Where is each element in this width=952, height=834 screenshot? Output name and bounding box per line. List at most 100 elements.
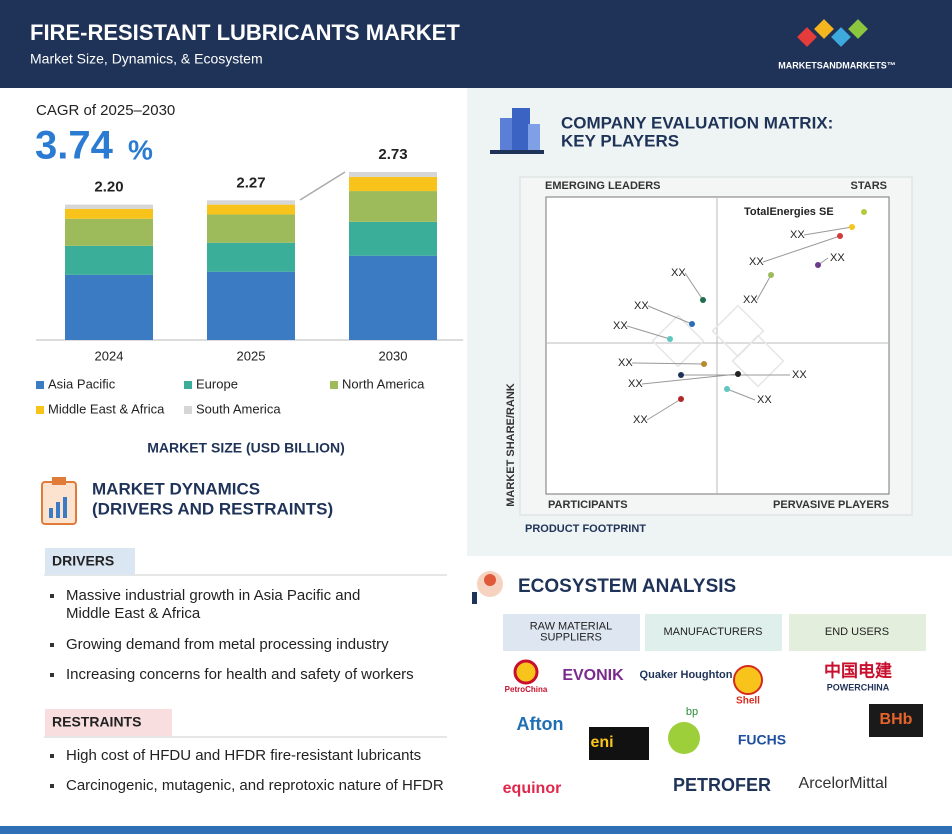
quadrant-label: EMERGING LEADERS	[545, 180, 661, 192]
leader-line	[631, 362, 705, 365]
ecosystem-logo: bp	[686, 706, 698, 718]
growth-arrow	[299, 171, 346, 201]
ecosystem-icon	[472, 571, 503, 604]
logo-mark	[869, 704, 923, 737]
ecosystem-logo: BHb	[880, 711, 913, 728]
ecosystem-logo: Quaker Houghton	[640, 669, 733, 681]
player-label: XX	[743, 294, 758, 306]
bar-segment	[207, 204, 295, 215]
x-axis-title: MARKET SIZE (USD BILLION)	[147, 440, 345, 456]
legend-swatch	[184, 381, 192, 389]
player-dot	[678, 396, 684, 402]
player-dot	[700, 297, 706, 303]
legend-swatch	[330, 381, 338, 389]
player-label: XX	[830, 252, 845, 264]
leader-line	[641, 373, 739, 385]
bar-segment	[65, 274, 153, 340]
ecosystem-logo: PetroChina	[505, 685, 548, 694]
player-label: XX	[792, 369, 807, 381]
list-item: High cost of HFDU and HFDR fire-resistan…	[66, 747, 421, 764]
header-bar	[0, 0, 952, 88]
x-axis-title: PRODUCT FOOTPRINT	[525, 523, 646, 535]
tag-label: DRIVERS	[52, 553, 114, 569]
subtitle: Market Size, Dynamics, & Ecosystem	[30, 51, 263, 67]
bar-segment	[349, 176, 437, 192]
ecosystem-logo: eni	[590, 734, 613, 751]
player-dot	[678, 372, 684, 378]
ecosystem-logo: EVONIK	[562, 667, 624, 684]
logo-mark	[513, 659, 539, 685]
bar-segment	[65, 208, 153, 219]
total-label: 2.27	[236, 174, 265, 191]
player-label: XX	[633, 414, 648, 426]
bar-segment	[207, 200, 295, 205]
bar-segment	[207, 242, 295, 272]
column-label: END USERS	[825, 626, 889, 638]
brand: MARKETSANDMARKETS™	[778, 60, 896, 70]
logo-mark	[733, 665, 763, 695]
player-dot	[849, 224, 855, 230]
ecosystem-logo: Afton	[517, 714, 564, 734]
matrix-watermark	[651, 304, 785, 388]
player-label: XX	[671, 267, 686, 279]
section-title: COMPANY EVALUATION MATRIX:	[561, 113, 833, 132]
player-dot	[701, 361, 707, 367]
footer-bar	[0, 826, 952, 834]
legend-label: South America	[196, 401, 281, 416]
bullet	[50, 784, 54, 788]
player-label: XX	[634, 300, 649, 312]
player-dot	[768, 272, 774, 278]
bullet	[50, 594, 54, 598]
cagr-label: CAGR of 2025–2030	[36, 102, 175, 119]
legend-label: Asia Pacific	[48, 376, 116, 391]
player-dot	[689, 321, 695, 327]
leader-line	[647, 305, 693, 325]
player-dot	[861, 209, 867, 215]
legend-swatch	[36, 406, 44, 414]
legend-label: North America	[342, 376, 425, 391]
ecosystem-logo: 中国电建	[824, 660, 892, 680]
player-label: XX	[790, 229, 805, 241]
ecosystem-logo: POWERCHINA	[827, 682, 890, 692]
leader-line	[626, 325, 671, 340]
bullet	[50, 673, 54, 677]
player-dot	[724, 386, 730, 392]
matrix-icon	[490, 108, 544, 154]
player-dot	[815, 262, 821, 268]
list-item: Carcinogenic, mutagenic, and reprotoxic …	[66, 777, 444, 794]
legend-label: Europe	[196, 376, 238, 391]
bar-segment	[349, 221, 437, 256]
section-title: ECOSYSTEM ANALYSIS	[518, 576, 736, 597]
ecosystem-logo: FUCHS	[738, 732, 786, 748]
quadrant-label: PERVASIVE PLAYERS	[773, 499, 889, 511]
total-label: 2.20	[94, 179, 123, 196]
ecosystem-logo: PETROFER	[673, 775, 771, 795]
bar-segment	[207, 271, 295, 340]
dynamics-icon	[41, 477, 77, 525]
logo-mark	[589, 727, 649, 760]
leader-line	[803, 226, 853, 236]
tag-box	[45, 548, 135, 575]
bar-segment	[349, 191, 437, 222]
bullet	[50, 754, 54, 758]
quadrant-label: PARTICIPANTS	[548, 499, 628, 511]
player-dot	[837, 233, 843, 239]
player-label: XX	[628, 378, 643, 390]
column-label: SUPPLIERS	[540, 631, 602, 643]
leader-line	[646, 398, 682, 421]
player-label: TotalEnergies SE	[744, 206, 834, 218]
list-item: Middle East & Africa	[66, 605, 201, 622]
leader-line	[684, 272, 704, 301]
list-item: Increasing concerns for health and safet…	[66, 666, 414, 683]
ecosystem-logo: ArcelorMittal	[799, 775, 888, 792]
logo-mark	[668, 722, 700, 754]
column-header	[645, 614, 782, 651]
total-label: 2.73	[378, 146, 407, 163]
player-label: XX	[618, 357, 633, 369]
section-title: KEY PLAYERS	[561, 131, 679, 150]
x-tick-label: 2030	[379, 348, 408, 363]
legend-swatch	[36, 381, 44, 389]
cagr-value: 3.74	[35, 124, 114, 168]
bar-segment	[65, 218, 153, 246]
